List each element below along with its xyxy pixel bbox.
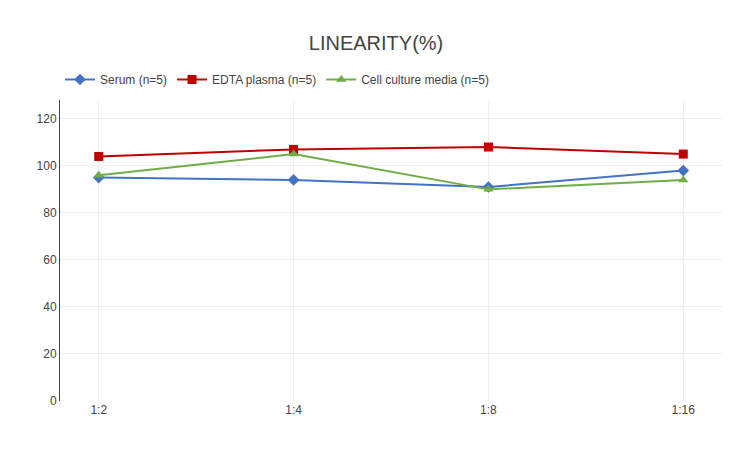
svg-text:Serum (n=5): Serum (n=5) xyxy=(100,73,167,87)
svg-text:20: 20 xyxy=(43,347,57,361)
svg-text:1:16: 1:16 xyxy=(672,403,696,417)
svg-text:Cell culture media (n=5): Cell culture media (n=5) xyxy=(361,73,489,87)
svg-text:1:2: 1:2 xyxy=(90,403,107,417)
svg-text:120: 120 xyxy=(37,112,57,126)
svg-text:0: 0 xyxy=(50,394,57,408)
svg-text:EDTA plasma (n=5): EDTA plasma (n=5) xyxy=(212,73,316,87)
svg-text:100: 100 xyxy=(37,159,57,173)
svg-text:1:4: 1:4 xyxy=(285,403,302,417)
svg-text:60: 60 xyxy=(43,253,57,267)
svg-text:40: 40 xyxy=(43,300,57,314)
svg-text:80: 80 xyxy=(43,206,57,220)
svg-text:LINEARITY(%): LINEARITY(%) xyxy=(309,32,443,54)
svg-text:1:8: 1:8 xyxy=(480,403,497,417)
